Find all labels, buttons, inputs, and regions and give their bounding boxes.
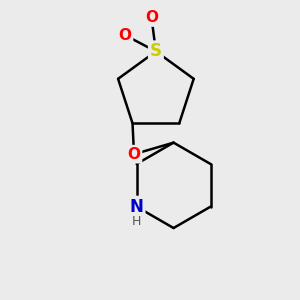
Text: N: N [130, 198, 143, 216]
Text: H: H [132, 215, 141, 229]
Text: O: O [145, 10, 158, 25]
Text: O: O [128, 147, 140, 162]
Text: O: O [118, 28, 131, 43]
Text: S: S [150, 42, 162, 60]
